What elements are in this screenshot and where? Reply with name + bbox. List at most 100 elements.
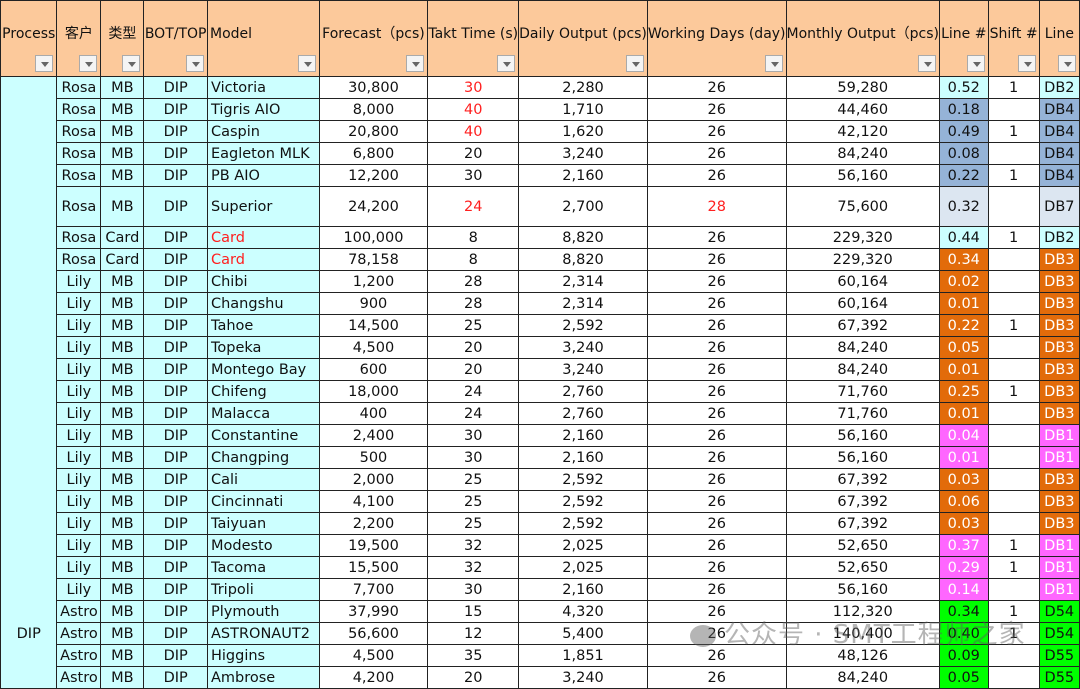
cell-line-no[interactable]: 0.04 (939, 424, 989, 447)
cell-bt[interactable]: DIP (143, 622, 208, 645)
cell-customer[interactable]: Lily (56, 380, 102, 403)
cell-bt[interactable]: DIP (143, 248, 208, 271)
cell-customer[interactable]: Astro (56, 622, 102, 645)
cell-type[interactable]: MB (100, 556, 145, 579)
cell-days[interactable]: 26 (646, 644, 787, 667)
cell-line-no[interactable]: 0.03 (939, 512, 989, 535)
cell-bt[interactable]: DIP (143, 600, 208, 623)
cell-customer[interactable]: Rosa (56, 142, 102, 165)
cell-customer[interactable]: Lily (56, 534, 102, 557)
cell-type[interactable]: Card (100, 226, 145, 249)
cell-forecast[interactable]: 400 (318, 402, 429, 425)
cell-line[interactable]: D55 (1038, 666, 1080, 689)
cell-bt[interactable]: DIP (143, 358, 208, 381)
cell-type[interactable]: MB (100, 490, 145, 513)
cell-monthly[interactable]: 52,650 (785, 556, 941, 579)
cell-customer[interactable]: Lily (56, 490, 102, 513)
cell-model[interactable]: Modesto (206, 534, 320, 557)
cell-line-no[interactable]: 0.01 (939, 292, 989, 315)
cell-shift[interactable]: 1 (987, 534, 1040, 557)
cell-forecast[interactable]: 6,800 (318, 142, 429, 165)
cell-shift[interactable]: 1 (987, 314, 1040, 337)
cell-line[interactable]: DB3 (1038, 402, 1080, 425)
cell-forecast[interactable]: 4,500 (318, 644, 429, 667)
cell-days[interactable]: 26 (646, 142, 787, 165)
cell-line[interactable]: DB3 (1038, 490, 1080, 513)
filter-dropdown-icon[interactable] (1017, 55, 1036, 72)
cell-line[interactable]: DB1 (1038, 424, 1080, 447)
cell-line-no[interactable]: 0.22 (939, 314, 989, 337)
cell-line-no[interactable]: 0.14 (939, 578, 989, 601)
cell-model[interactable]: PB AIO (206, 164, 320, 187)
cell-monthly[interactable]: 56,160 (785, 446, 941, 469)
cell-bt[interactable]: DIP (143, 142, 208, 165)
cell-days[interactable]: 26 (646, 622, 787, 645)
cell-line-no[interactable]: 0.44 (939, 226, 989, 249)
cell-line[interactable]: D54 (1038, 600, 1080, 623)
cell-forecast[interactable]: 500 (318, 446, 429, 469)
cell-monthly[interactable]: 67,392 (785, 468, 941, 491)
cell-line-no[interactable]: 0.34 (939, 600, 989, 623)
cell-shift[interactable] (987, 490, 1040, 513)
cell-monthly[interactable]: 56,160 (785, 164, 941, 187)
cell-type[interactable]: MB (100, 622, 145, 645)
cell-takt[interactable]: 8 (427, 248, 520, 271)
cell-bt[interactable]: DIP (143, 226, 208, 249)
cell-shift[interactable] (987, 98, 1040, 121)
cell-customer[interactable]: Astro (56, 644, 102, 667)
cell-monthly[interactable]: 60,164 (785, 270, 941, 293)
cell-days[interactable]: 26 (646, 358, 787, 381)
cell-line[interactable]: DB1 (1038, 556, 1080, 579)
cell-type[interactable]: MB (100, 142, 145, 165)
cell-line[interactable]: DB3 (1038, 270, 1080, 293)
filter-dropdown-icon[interactable] (625, 55, 644, 72)
cell-shift[interactable] (987, 512, 1040, 535)
filter-dropdown-icon[interactable] (1058, 55, 1076, 72)
cell-daily[interactable]: 2,280 (518, 76, 648, 99)
cell-customer[interactable]: Astro (56, 666, 102, 689)
cell-shift[interactable]: 1 (987, 380, 1040, 403)
cell-line-no[interactable]: 0.03 (939, 468, 989, 491)
cell-type[interactable]: Card (100, 248, 145, 271)
cell-daily[interactable]: 4,320 (518, 600, 648, 623)
cell-takt[interactable]: 20 (427, 358, 520, 381)
cell-forecast[interactable]: 4,100 (318, 490, 429, 513)
cell-takt[interactable]: 25 (427, 314, 520, 337)
cell-shift[interactable] (987, 292, 1040, 315)
cell-shift[interactable] (987, 248, 1040, 271)
cell-forecast[interactable]: 8,000 (318, 98, 429, 121)
cell-daily[interactable]: 8,820 (518, 248, 648, 271)
cell-days[interactable]: 26 (646, 578, 787, 601)
cell-type[interactable]: MB (100, 120, 145, 143)
cell-days[interactable]: 28 (646, 186, 787, 227)
cell-monthly[interactable]: 56,160 (785, 578, 941, 601)
cell-daily[interactable]: 1,710 (518, 98, 648, 121)
cell-days[interactable]: 26 (646, 556, 787, 579)
cell-forecast[interactable]: 4,500 (318, 336, 429, 359)
cell-shift[interactable]: 1 (987, 226, 1040, 249)
cell-days[interactable]: 26 (646, 424, 787, 447)
cell-line-no[interactable]: 0.22 (939, 164, 989, 187)
cell-customer[interactable]: Lily (56, 446, 102, 469)
cell-line[interactable]: DB3 (1038, 314, 1080, 337)
cell-line-no[interactable]: 0.01 (939, 358, 989, 381)
cell-line-no[interactable]: 0.52 (939, 76, 989, 99)
cell-line-no[interactable]: 0.25 (939, 380, 989, 403)
cell-forecast[interactable]: 100,000 (318, 226, 429, 249)
cell-customer[interactable]: Lily (56, 424, 102, 447)
cell-daily[interactable]: 2,160 (518, 578, 648, 601)
cell-days[interactable]: 26 (646, 292, 787, 315)
cell-line-no[interactable]: 0.05 (939, 666, 989, 689)
cell-forecast[interactable]: 1,200 (318, 270, 429, 293)
cell-forecast[interactable]: 18,000 (318, 380, 429, 403)
cell-type[interactable]: MB (100, 98, 145, 121)
cell-type[interactable]: MB (100, 534, 145, 557)
cell-type[interactable]: MB (100, 186, 145, 227)
cell-takt[interactable]: 20 (427, 336, 520, 359)
cell-line[interactable]: DB4 (1038, 120, 1080, 143)
cell-monthly[interactable]: 52,650 (785, 534, 941, 557)
cell-shift[interactable] (987, 142, 1040, 165)
cell-bt[interactable]: DIP (143, 490, 208, 513)
cell-daily[interactable]: 2,160 (518, 446, 648, 469)
cell-days[interactable]: 26 (646, 380, 787, 403)
